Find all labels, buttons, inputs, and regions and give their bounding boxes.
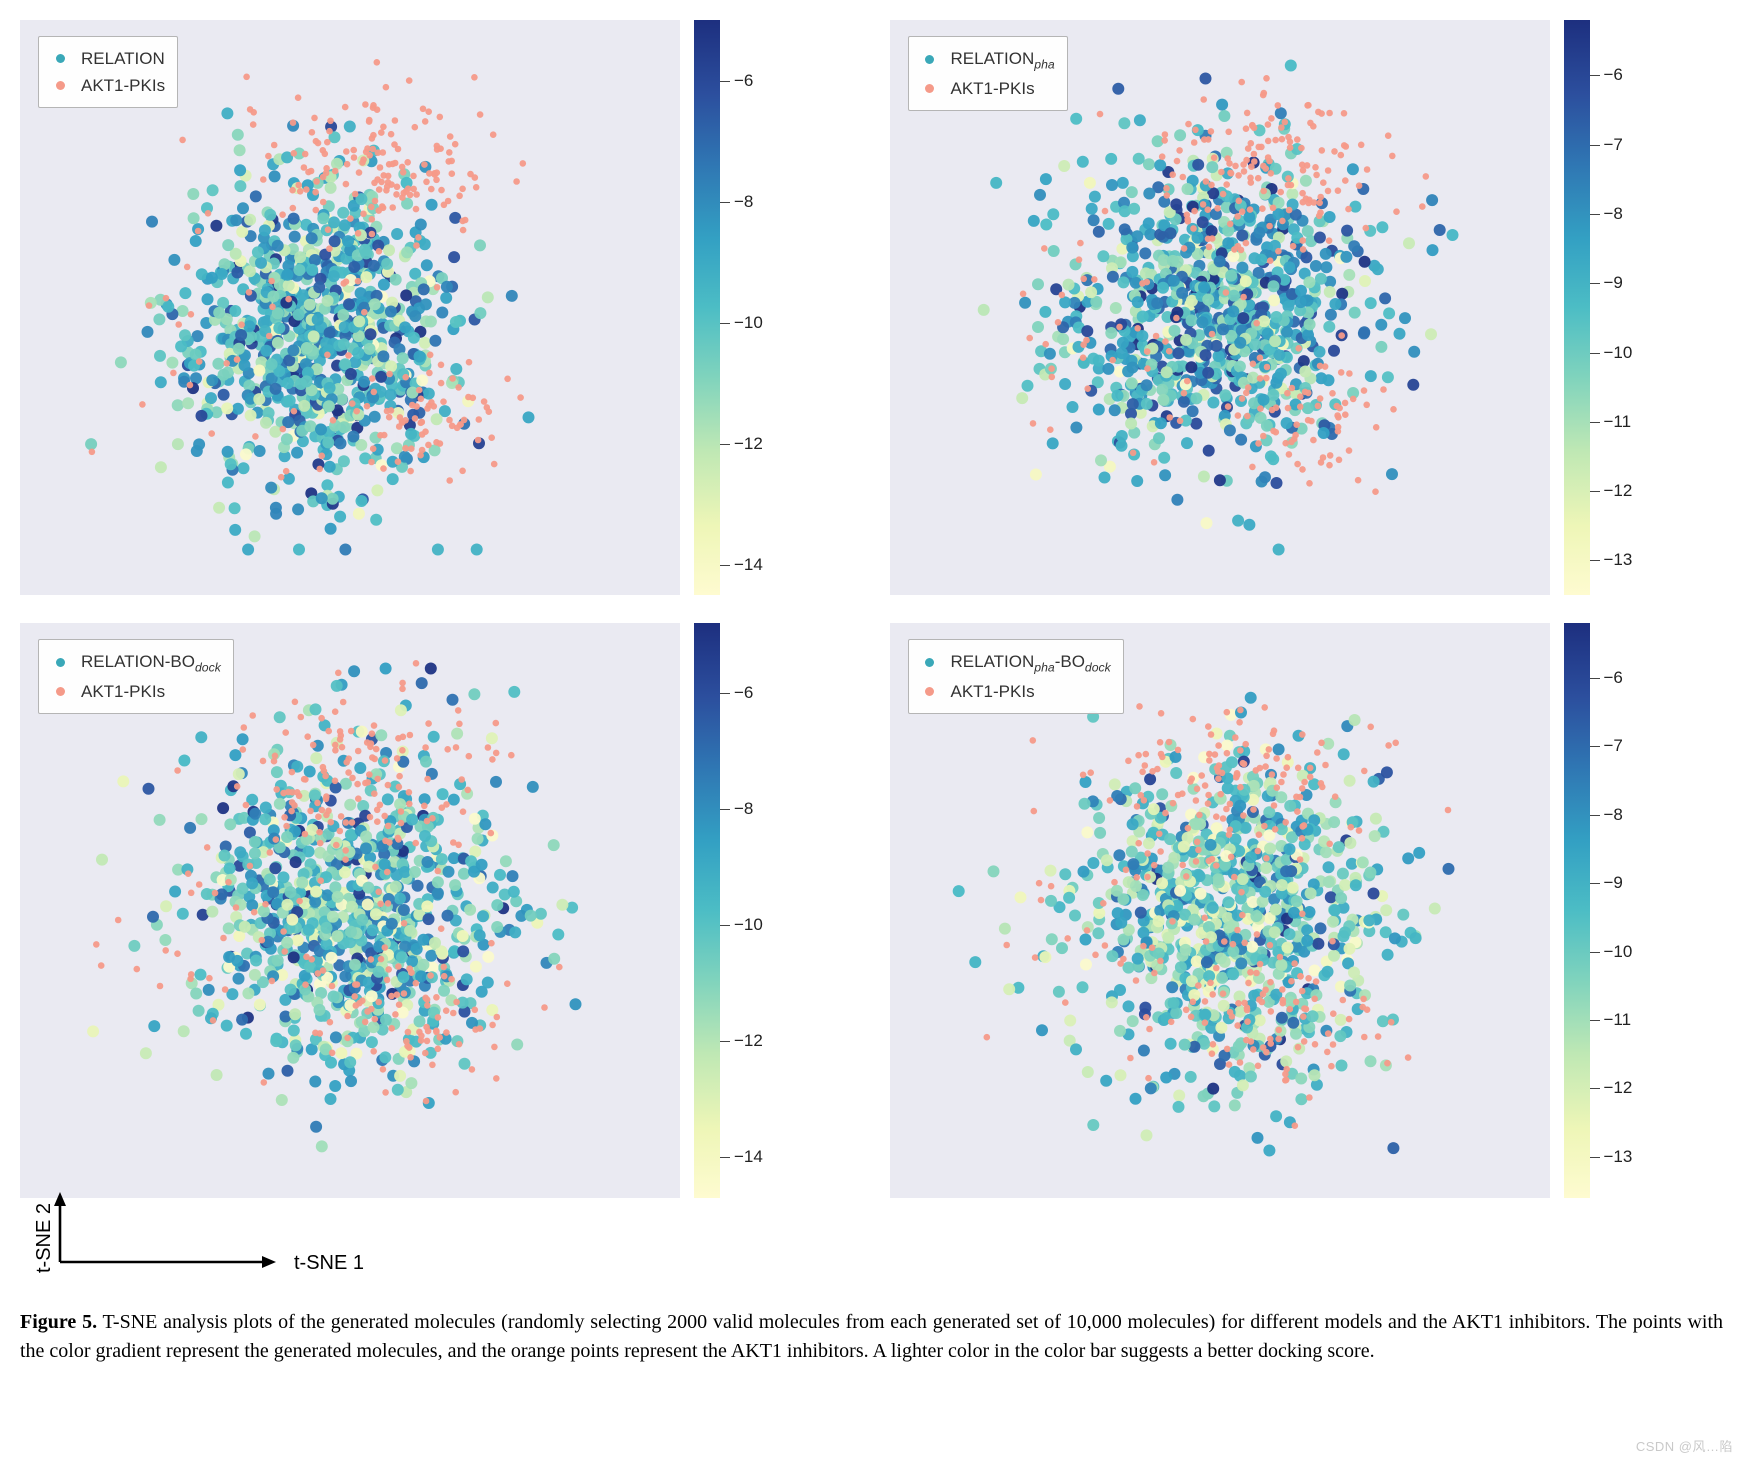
colorbar-ticks: −6 −8 −10 −12 −14 — [720, 20, 790, 595]
legend: RELATIONAKT1-PKIs — [38, 36, 178, 108]
caption-text: T-SNE analysis plots of the generated mo… — [20, 1311, 1723, 1362]
colorbar-tick: −11 — [1590, 1010, 1632, 1030]
colorbar-tick: −8 — [720, 192, 753, 212]
panel-p3: RELATION-BOdockAKT1-PKIs −6 −8 −10 −12 −14 — [20, 623, 854, 1198]
panel-p2: RELATIONphaAKT1-PKIs −6 −7 −8 −9 −10 −11 −12 −13 — [890, 20, 1724, 595]
colorbar-tick: −6 — [1590, 65, 1623, 85]
legend-label: RELATION-BOdock — [81, 648, 221, 678]
colorbar: −6 −8 −10 −12 −14 — [694, 20, 790, 595]
legend: RELATIONpha-BOdockAKT1-PKIs — [908, 639, 1124, 714]
legend-marker-icon — [919, 55, 941, 65]
colorbar-tick: −7 — [1590, 135, 1623, 155]
legend-label: RELATIONpha-BOdock — [951, 648, 1111, 678]
legend-item: RELATIONpha — [919, 45, 1055, 75]
legend-label: AKT1-PKIs — [81, 72, 165, 99]
colorbar-tick: −7 — [1590, 736, 1623, 756]
colorbar-tick: −9 — [1590, 873, 1623, 893]
legend-marker-icon — [49, 658, 71, 668]
legend-item: AKT1-PKIs — [919, 678, 1111, 705]
colorbar-tick: −10 — [1590, 343, 1633, 363]
plot-area: RELATIONpha-BOdockAKT1-PKIs — [890, 623, 1550, 1198]
legend-label: AKT1-PKIs — [81, 678, 165, 705]
colorbar-tick: −12 — [1590, 1078, 1633, 1098]
colorbar-tick: −9 — [1590, 273, 1623, 293]
figure-container: RELATIONAKT1-PKIs−6−8−10−12−14RELATIONph… — [20, 20, 1723, 1366]
x-axis-label: t-SNE 1 — [294, 1252, 364, 1274]
colorbar-tick: −8 — [720, 799, 753, 819]
legend-marker-icon — [919, 658, 941, 668]
watermark: CSDN @风…陷 — [1636, 1436, 1733, 1455]
colorbar-gradient — [694, 623, 720, 1198]
colorbar-tick: −6 — [720, 71, 753, 91]
y-axis-label: t-SNE 2 — [33, 1203, 55, 1273]
legend-item: RELATION — [49, 45, 165, 72]
generated-points — [952, 692, 1454, 1157]
colorbar-gradient — [1564, 623, 1590, 1198]
caption-label: Figure 5. — [20, 1311, 97, 1333]
colorbar-tick: −12 — [1590, 481, 1633, 501]
colorbar-tick: −8 — [1590, 204, 1623, 224]
legend-marker-icon — [49, 687, 71, 697]
colorbar-gradient — [694, 20, 720, 595]
legend-label: RELATION — [81, 45, 165, 72]
colorbar-tick: −12 — [720, 1031, 763, 1051]
legend: RELATION-BOdockAKT1-PKIs — [38, 639, 234, 714]
panel-p1: RELATIONAKT1-PKIs −6 −8 −10 −12 −14 — [20, 20, 854, 595]
colorbar-tick: −13 — [1590, 550, 1633, 570]
legend-item: AKT1-PKIs — [49, 678, 221, 705]
figure-caption: Figure 5. T-SNE analysis plots of the ge… — [20, 1308, 1723, 1366]
colorbar-gradient — [1564, 20, 1590, 595]
legend-item: RELATION-BOdock — [49, 648, 221, 678]
colorbar-tick: −6 — [1590, 668, 1623, 688]
colorbar: −6 −8 −10 −12 −14 — [694, 623, 790, 1198]
colorbar-tick: −6 — [720, 683, 753, 703]
colorbar-tick: −10 — [1590, 942, 1633, 962]
legend-marker-icon — [49, 54, 71, 64]
colorbar-tick: −12 — [720, 434, 763, 454]
legend-item: AKT1-PKIs — [49, 72, 165, 99]
colorbar-tick: −14 — [720, 1147, 763, 1167]
legend: RELATIONphaAKT1-PKIs — [908, 36, 1068, 111]
colorbar-ticks: −6 −7 −8 −9 −10 −11 −12 −13 — [1590, 20, 1660, 595]
plot-area: RELATION-BOdockAKT1-PKIs — [20, 623, 680, 1198]
colorbar-ticks: −6 −7 −8 −9 −10 −11 −12 −13 — [1590, 623, 1660, 1198]
colorbar-tick: −8 — [1590, 805, 1623, 825]
panel-p4: RELATIONpha-BOdockAKT1-PKIs −6 −7 −8 −9 −10 −1… — [890, 623, 1724, 1198]
colorbar-ticks: −6 −8 −10 −12 −14 — [720, 623, 790, 1198]
colorbar-tick: −10 — [720, 313, 763, 333]
legend-item: RELATIONpha-BOdock — [919, 648, 1111, 678]
plot-area: RELATIONAKT1-PKIs — [20, 20, 680, 595]
panels-grid: RELATIONAKT1-PKIs−6−8−10−12−14RELATIONph… — [20, 20, 1723, 1198]
colorbar: −6 −7 −8 −9 −10 −11 −12 −13 — [1564, 623, 1660, 1198]
legend-marker-icon — [49, 81, 71, 91]
legend-marker-icon — [919, 84, 941, 94]
colorbar-tick: −11 — [1590, 412, 1632, 432]
legend-item: AKT1-PKIs — [919, 75, 1055, 102]
colorbar: −6 −7 −8 −9 −10 −11 −12 −13 — [1564, 20, 1660, 595]
axis-arrows: t-SNE 1 t-SNE 2 — [20, 1192, 1723, 1282]
generated-points — [87, 663, 581, 1153]
colorbar-tick: −14 — [720, 555, 763, 575]
colorbar-tick: −13 — [1590, 1147, 1633, 1167]
legend-label: RELATIONpha — [951, 45, 1055, 75]
plot-area: RELATIONphaAKT1-PKIs — [890, 20, 1550, 595]
legend-marker-icon — [919, 687, 941, 697]
legend-label: AKT1-PKIs — [951, 678, 1035, 705]
colorbar-tick: −10 — [720, 915, 763, 935]
legend-label: AKT1-PKIs — [951, 75, 1035, 102]
